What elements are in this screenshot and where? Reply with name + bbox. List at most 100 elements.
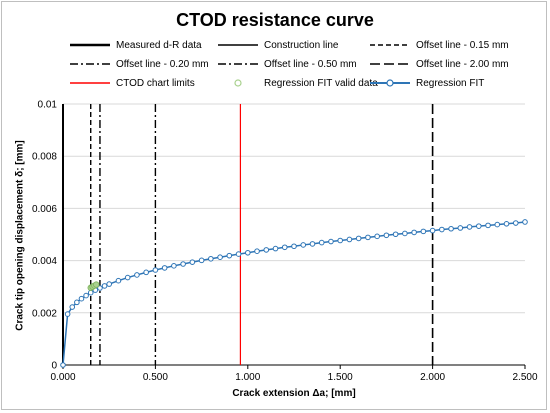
regression-fit-line bbox=[62, 221, 526, 366]
regression-fit-point bbox=[420, 228, 427, 235]
legend-label: Measured d-R data bbox=[116, 39, 202, 51]
regression-fit-point bbox=[245, 249, 251, 256]
legend-label: Offset line - 0.20 mm bbox=[116, 58, 209, 70]
regression-fit-point bbox=[512, 220, 519, 226]
regression-fit-point bbox=[411, 229, 417, 236]
regression-fit-point bbox=[217, 254, 223, 261]
legend-label: Construction line bbox=[264, 39, 339, 51]
regression-fit-point bbox=[429, 227, 436, 234]
legend: Measured d-R data Construction line Offset… bbox=[60, 38, 540, 98]
legend-label: Offset line - 0.50 mm bbox=[264, 58, 357, 70]
regression-fit-point bbox=[309, 241, 316, 247]
regression-fit-point bbox=[383, 232, 390, 239]
regression-fit-point bbox=[503, 220, 510, 227]
regression-fit-point bbox=[355, 235, 362, 242]
y-tick-label: 0.008 bbox=[32, 152, 57, 163]
legend-swatch bbox=[218, 63, 258, 65]
legend-label: Regression FIT valid data bbox=[264, 77, 378, 89]
x-tick-label: 1.000 bbox=[235, 372, 260, 383]
regression-fit-point bbox=[485, 222, 491, 229]
regression-fit-point bbox=[60, 362, 66, 368]
regression-fit-point bbox=[392, 231, 399, 238]
legend-label: CTOD chart limits bbox=[116, 77, 195, 89]
x-tick-label: 0.500 bbox=[143, 372, 168, 383]
regression-fit-point bbox=[476, 223, 482, 229]
regression-fit-point bbox=[328, 238, 334, 245]
x-tick-label: 2.000 bbox=[420, 372, 445, 383]
regression-fit-point bbox=[87, 289, 94, 296]
legend-item: Measured d-R data bbox=[70, 38, 202, 52]
regression-fit-point bbox=[365, 234, 371, 241]
regression-fit-point bbox=[337, 237, 344, 244]
regression-fit-point bbox=[263, 247, 270, 253]
legend-swatch bbox=[218, 44, 258, 46]
regression-fit-point bbox=[180, 261, 186, 267]
regression-fit-point bbox=[69, 304, 76, 310]
x-tick-label: 1.500 bbox=[328, 372, 353, 383]
regression-fit-point bbox=[254, 248, 260, 255]
regression-fit-point bbox=[198, 257, 205, 264]
y-tick-label: 0 bbox=[51, 361, 57, 372]
regression-fit-point bbox=[143, 269, 149, 276]
regression-fit-point bbox=[272, 245, 279, 252]
regression-fit-point bbox=[74, 299, 80, 306]
legend-item: Offset line - 2.00 mm bbox=[370, 57, 509, 71]
regression-fit-point bbox=[64, 311, 71, 317]
regression-fit-point bbox=[208, 255, 214, 262]
legend-item: Offset line - 0.20 mm bbox=[70, 57, 209, 71]
legend-swatch bbox=[370, 79, 410, 87]
x-tick-label: 0.000 bbox=[50, 372, 75, 383]
legend-label: Offset line - 2.00 mm bbox=[416, 58, 509, 70]
regression-fit-point bbox=[152, 267, 159, 273]
chart-title: CTOD resistance curve bbox=[176, 10, 374, 30]
legend-item: CTOD chart limits bbox=[70, 76, 195, 90]
regression-fit-point bbox=[235, 251, 242, 257]
x-axis-label: Crack extension Δa; [mm] bbox=[232, 388, 356, 399]
regression-fit-point bbox=[522, 219, 528, 225]
regression-fit-point bbox=[78, 295, 85, 302]
regression-fit-point bbox=[318, 239, 325, 246]
legend-item: Offset line - 0.15 mm bbox=[370, 38, 509, 52]
legend-swatch bbox=[70, 63, 110, 65]
regression-fit-point bbox=[83, 292, 89, 299]
y-tick-label: 0.006 bbox=[32, 204, 57, 215]
regression-fit-point bbox=[134, 272, 140, 278]
y-tick-label: 0.002 bbox=[32, 308, 57, 319]
legend-label: Regression FIT bbox=[416, 77, 485, 89]
legend-item: Regression FIT bbox=[370, 76, 484, 90]
x-tick-label: 2.500 bbox=[512, 372, 537, 383]
regression-fit-point bbox=[374, 233, 380, 240]
legend-item: Offset line - 0.50 mm bbox=[218, 57, 357, 71]
regression-fit-point bbox=[97, 285, 103, 291]
legend-label: Offset line - 0.15 mm bbox=[416, 39, 509, 51]
regression-fit-point bbox=[226, 252, 233, 259]
regression-fit-point bbox=[300, 242, 307, 248]
regression-fit-point bbox=[124, 274, 131, 281]
regression-fit-point bbox=[439, 226, 445, 233]
legend-item: Construction line bbox=[218, 38, 338, 52]
legend-swatch bbox=[370, 44, 410, 46]
regression-fit-point bbox=[402, 230, 408, 237]
regression-fit-point bbox=[171, 263, 177, 269]
regression-fit-point bbox=[106, 281, 112, 287]
regression-fit-point bbox=[189, 259, 196, 265]
regression-fit-point bbox=[494, 221, 501, 228]
regression-fit-point bbox=[448, 225, 454, 232]
legend-item: Regression FIT valid data bbox=[218, 76, 378, 90]
regression-fit-point bbox=[115, 277, 122, 284]
regression-fit-point bbox=[161, 265, 168, 271]
y-tick-label: 0.004 bbox=[32, 256, 57, 267]
legend-swatch bbox=[70, 43, 110, 47]
legend-swatch bbox=[234, 79, 242, 87]
regression-fit-point bbox=[457, 225, 464, 231]
regression-fit-point bbox=[281, 244, 288, 251]
legend-swatch bbox=[370, 63, 410, 65]
y-tick-label: 0.01 bbox=[38, 100, 58, 111]
valid-data-point bbox=[93, 281, 100, 288]
regression-fit-point bbox=[291, 243, 297, 250]
regression-fit-point bbox=[346, 236, 353, 243]
regression-fit-point bbox=[466, 224, 473, 230]
regression-fit-point bbox=[101, 283, 108, 289]
